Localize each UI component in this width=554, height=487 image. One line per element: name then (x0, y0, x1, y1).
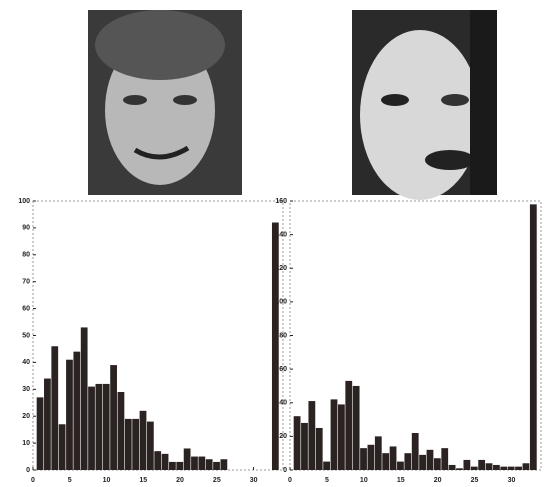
y-tick-label: 20 (279, 433, 287, 440)
bar (102, 383, 110, 470)
bar (66, 359, 73, 470)
bar (485, 463, 493, 470)
x-tick-label: 25 (213, 477, 221, 484)
bar (374, 436, 382, 470)
bar (493, 464, 500, 470)
x-tick-label: 30 (508, 477, 516, 484)
bar (330, 399, 338, 470)
bar (154, 451, 162, 470)
y-tick-label: 50 (22, 332, 30, 339)
bar (146, 421, 154, 470)
x-tick-label: 10 (103, 477, 111, 484)
bar (419, 454, 426, 470)
bar (308, 401, 316, 470)
bar (124, 418, 132, 470)
y-tick-label: 0 (283, 467, 287, 474)
bar (463, 459, 471, 470)
bar (522, 463, 530, 470)
bar (352, 385, 360, 470)
bar (360, 448, 367, 470)
y-tick-label: 100 (18, 198, 30, 205)
bar (213, 461, 220, 470)
y-tick-label: 10 (22, 440, 30, 447)
y-tick-label: 60 (279, 366, 287, 373)
bar (117, 391, 125, 470)
bar (337, 404, 345, 470)
y-tick-label: 80 (22, 252, 30, 259)
bar (198, 456, 206, 470)
bar (73, 351, 81, 470)
y-tick-label: 120 (275, 265, 287, 272)
bar (345, 380, 353, 470)
bar (176, 461, 184, 470)
bar (315, 427, 323, 470)
face-image-right (352, 10, 497, 200)
x-tick-label: 5 (325, 477, 329, 484)
bar (500, 466, 508, 470)
bar (161, 453, 169, 470)
y-tick-label: 40 (279, 400, 287, 407)
x-tick-label: 20 (434, 477, 442, 484)
bar (441, 448, 449, 470)
bar (169, 461, 176, 470)
y-tick-label: 40 (22, 359, 30, 366)
bar (382, 453, 390, 470)
y-tick-label: 0 (26, 467, 30, 474)
bar (478, 459, 486, 470)
y-tick-label: 160 (275, 198, 287, 205)
bar (110, 365, 117, 470)
bar (529, 204, 537, 471)
x-tick-label: 0 (31, 477, 35, 484)
bar (44, 378, 51, 470)
face-image-left (88, 10, 242, 195)
y-tick-label: 100 (275, 299, 287, 306)
bar (88, 386, 95, 470)
y-tick-label: 20 (22, 413, 30, 420)
bar (183, 448, 191, 470)
bar (404, 453, 412, 470)
bar (36, 397, 44, 470)
bar (139, 410, 147, 470)
y-tick-label: 70 (22, 279, 30, 286)
bar (433, 458, 441, 470)
bar (397, 461, 404, 470)
bar (51, 346, 59, 470)
x-tick-label: 15 (139, 477, 147, 484)
x-tick-label: 20 (176, 477, 184, 484)
bar (426, 449, 434, 470)
y-tick-label: 80 (279, 332, 287, 339)
x-tick-label: 10 (360, 477, 368, 484)
bar (448, 464, 456, 470)
x-tick-label: 5 (68, 477, 72, 484)
bar (271, 222, 279, 470)
bar (515, 466, 522, 470)
bar (411, 433, 419, 470)
bar (301, 422, 308, 470)
bar (95, 383, 103, 470)
bar (323, 461, 331, 470)
bar (58, 424, 66, 470)
x-tick-label: 25 (471, 477, 479, 484)
x-tick-label: 15 (397, 477, 405, 484)
bar (80, 327, 88, 470)
bar (456, 468, 463, 470)
bar (205, 459, 213, 470)
bar (220, 459, 228, 470)
y-tick-label: 60 (22, 305, 30, 312)
bar (293, 416, 301, 470)
bar (389, 446, 397, 470)
bar (191, 456, 198, 470)
bar (367, 444, 375, 470)
x-tick-label: 30 (250, 477, 258, 484)
x-tick-label: 0 (288, 477, 292, 484)
y-tick-label: 30 (22, 386, 30, 393)
y-tick-label: 90 (22, 225, 30, 232)
y-tick-label: 140 (275, 231, 287, 238)
bar (132, 418, 140, 470)
plot-frame (289, 200, 542, 471)
